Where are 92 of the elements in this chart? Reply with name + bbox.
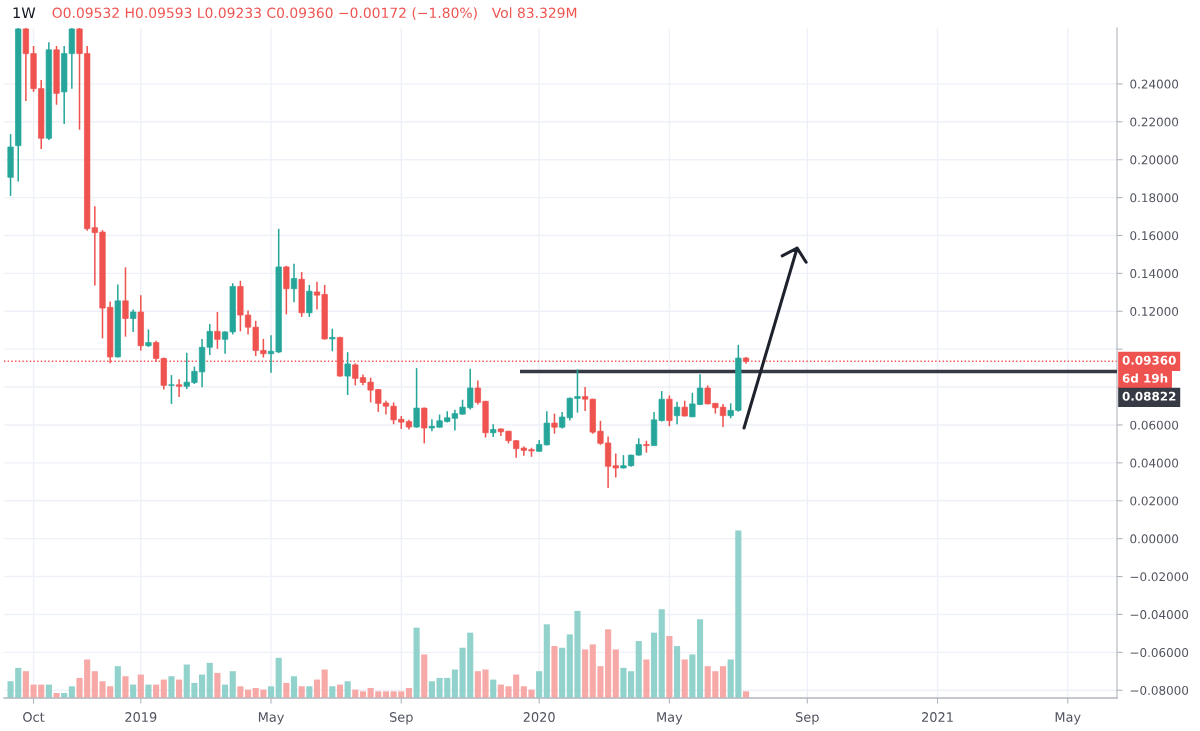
bar xyxy=(229,671,236,698)
bar xyxy=(643,659,650,698)
candlestick xyxy=(214,311,221,350)
bar xyxy=(329,686,336,698)
y-tick-label: 0.00000 xyxy=(1130,534,1179,544)
y-tick-label: 0.04000 xyxy=(1130,458,1179,468)
candlestick xyxy=(306,284,313,318)
candlestick xyxy=(283,265,290,316)
bar xyxy=(635,641,642,698)
candlestick xyxy=(329,327,336,353)
x-tick-label: Oct xyxy=(23,712,45,722)
chart-title: 1W xyxy=(13,7,36,19)
candlestick xyxy=(413,367,420,429)
x-tick-label: 2020 xyxy=(523,712,555,722)
bar xyxy=(267,686,275,698)
x-tick-label: May xyxy=(258,712,284,725)
bar xyxy=(628,671,635,698)
bar xyxy=(137,674,144,698)
y-tick-label: 0.06000 xyxy=(1130,420,1179,430)
x-tick-label: May xyxy=(1055,712,1081,725)
candlestick xyxy=(490,423,497,438)
bar xyxy=(681,659,688,698)
candlestick xyxy=(421,406,428,445)
bar xyxy=(206,662,213,698)
y-tick-label: −0.08000 xyxy=(1130,685,1189,695)
bar xyxy=(290,676,298,698)
text: 6d 19h xyxy=(1122,373,1168,383)
bar xyxy=(536,671,543,698)
bar xyxy=(122,676,129,698)
bar xyxy=(696,619,704,698)
bar xyxy=(344,681,351,698)
bar xyxy=(53,692,60,698)
x-tick-label: May xyxy=(657,712,683,725)
text: Vol 83.329M xyxy=(491,7,577,19)
bar xyxy=(421,654,428,698)
bar xyxy=(666,636,673,698)
x-tick-label: Sep xyxy=(795,712,819,725)
bar xyxy=(298,686,305,698)
candlestick xyxy=(176,378,183,398)
bar xyxy=(582,649,589,698)
bar xyxy=(490,679,497,698)
bar xyxy=(176,679,183,698)
data-label: 0.08822 xyxy=(1122,391,1176,401)
bar xyxy=(313,679,321,698)
bar xyxy=(275,657,282,698)
bar xyxy=(68,686,75,698)
ref-line-label: 0.09360 xyxy=(1122,355,1176,365)
candlestick xyxy=(168,374,175,405)
bar xyxy=(237,686,244,698)
bar xyxy=(199,674,206,698)
bar xyxy=(168,676,175,698)
bar xyxy=(620,667,627,698)
bar xyxy=(306,686,313,698)
y-tick-label: 0.14000 xyxy=(1130,269,1179,279)
bar xyxy=(114,666,121,698)
bar xyxy=(719,666,727,698)
bar xyxy=(321,669,328,698)
x-tick-label: 2021 xyxy=(922,712,953,722)
text: O0.09532 H0.09593 L0.09233 C0.09360 −0.00172 (−1.80%) xyxy=(52,7,477,20)
bar xyxy=(673,646,681,698)
y-tick-label: 0.16000 xyxy=(1130,231,1179,241)
y-tick-label: −0.04000 xyxy=(1130,610,1189,620)
candlestick xyxy=(673,400,681,425)
bar xyxy=(658,609,665,698)
candlestick xyxy=(666,394,673,428)
x-tick-label: 2019 xyxy=(125,712,157,722)
bar xyxy=(689,654,696,698)
y-tick-label: 0.20000 xyxy=(1130,155,1179,165)
x-tick-label: Sep xyxy=(389,712,413,725)
candlestick xyxy=(122,266,129,338)
bar xyxy=(551,646,558,698)
bar xyxy=(145,684,152,698)
y-tick-label: 0.02000 xyxy=(1130,496,1179,506)
bar xyxy=(543,624,550,698)
bar xyxy=(651,632,658,698)
candlestick xyxy=(130,308,137,333)
bar xyxy=(428,681,435,698)
y-tick-label: 0.18000 xyxy=(1130,193,1179,203)
bar xyxy=(160,679,167,698)
y-tick-label: 0.12000 xyxy=(1130,306,1179,316)
bar xyxy=(413,627,420,698)
y-tick-label: 0.22000 xyxy=(1130,117,1179,127)
bar xyxy=(612,649,619,698)
candlestick xyxy=(344,351,351,396)
bar xyxy=(283,682,290,698)
y-tick-label: −0.06000 xyxy=(1130,648,1189,658)
y-tick-label: 0.24000 xyxy=(1130,79,1179,89)
bar xyxy=(214,672,221,698)
y-tick-label: −0.02000 xyxy=(1130,572,1189,582)
candlestick xyxy=(551,412,558,435)
bar xyxy=(559,647,566,698)
candlestick xyxy=(290,262,298,303)
